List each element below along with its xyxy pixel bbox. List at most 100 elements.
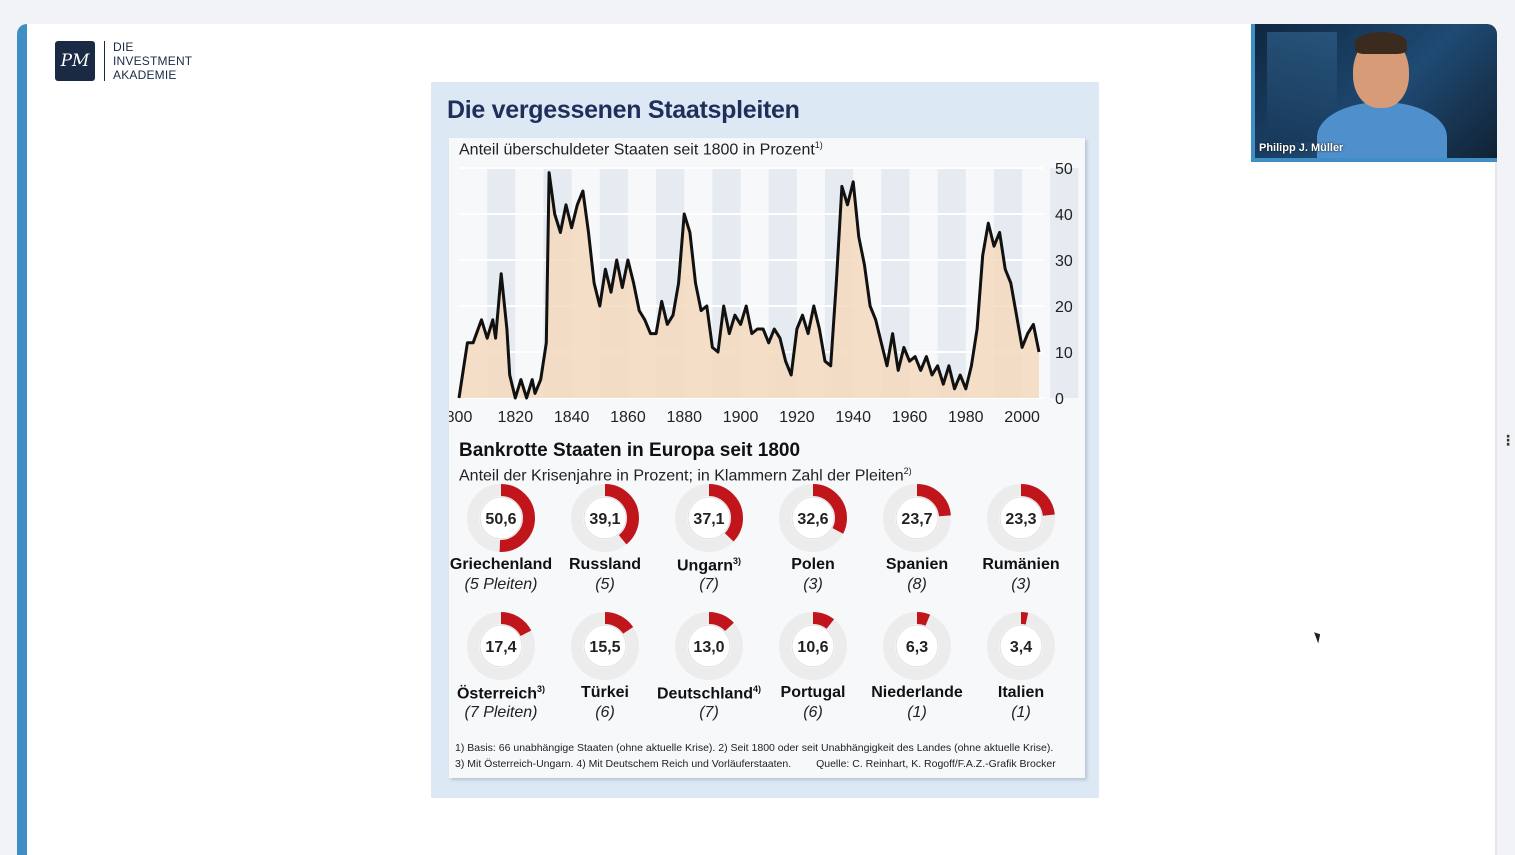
- donut-country-label: Niederlande: [862, 684, 972, 702]
- donut-country-label: Polen: [758, 556, 868, 574]
- donut-hole: [583, 624, 627, 668]
- logo-line: DIE: [113, 40, 134, 54]
- country-name: Rumänien: [982, 556, 1060, 573]
- chart-graphic: Die vergessenen Staatspleiten Anteil übe…: [431, 82, 1099, 798]
- y-tick-label: 30: [1055, 253, 1073, 270]
- brand-logo: PM DIE INVESTMENT AKADEMIE: [55, 40, 192, 82]
- donut-count-label: (6): [803, 704, 823, 721]
- donut-value-label: 37,1: [693, 511, 724, 528]
- donut-slice: [987, 612, 1055, 680]
- donut-chart: 23,3: [987, 484, 1055, 552]
- country-name: Griechenland: [449, 556, 553, 573]
- donut-section-subtitle: Anteil der Krisenjahre in Prozent; in Kl…: [459, 466, 912, 485]
- donut-chart: 10,6: [779, 612, 847, 680]
- source-text: Quelle: C. Reinhart, K. Rogoff/F.A.Z.-Gr…: [816, 758, 1056, 770]
- donut-country-label: Griechenland: [446, 556, 556, 574]
- donut-hole: [479, 496, 523, 540]
- donut-count-label: (7 Pleiten): [464, 704, 538, 721]
- footnote-line-1: 1) Basis: 66 unabhängige Staaten (ohne a…: [455, 742, 1054, 754]
- x-tick-label: 1980: [948, 409, 984, 426]
- donut-chart: 32,6: [779, 484, 847, 552]
- country-name: Russland: [568, 556, 641, 573]
- donut-section-title: Bankrotte Staaten in Europa seit 1800: [459, 440, 801, 461]
- donut-country-label: Österreich3): [446, 684, 556, 703]
- donut-value-label: 32,6: [797, 511, 828, 528]
- donut-value-label: 13,0: [693, 639, 724, 656]
- logo-divider: [104, 41, 105, 81]
- logo-text: DIE INVESTMENT AKADEMIE: [113, 40, 192, 82]
- country-name: Polen: [791, 556, 835, 573]
- donut-count-label: (5 Pleiten): [464, 576, 538, 593]
- donut-hole: [895, 496, 939, 540]
- donut-count-label: (1): [907, 704, 927, 721]
- donut-hole: [479, 624, 523, 668]
- country-name: Spanien: [885, 556, 949, 573]
- footnote-text: 3) Mit Österreich-Ungarn. 4) Mit Deutsch…: [455, 758, 792, 770]
- country-name: Deutschland: [656, 685, 753, 703]
- donut-country-label: Türkei: [550, 684, 660, 702]
- logo-monogram-icon: PM: [55, 41, 95, 81]
- donut-section-subtitle-text: Anteil der Krisenjahre in Prozent; in Kl…: [459, 467, 904, 485]
- donut-chart: 17,4: [467, 612, 535, 680]
- donut-chart: 23,7: [883, 484, 951, 552]
- country-name: Türkei: [580, 684, 629, 701]
- grid-stripe: [1050, 168, 1079, 398]
- country-name: Österreich: [456, 685, 538, 703]
- donut-slice: [571, 484, 639, 552]
- donut-chart: 13,0: [675, 612, 743, 680]
- presenter-hair: [1355, 32, 1407, 54]
- donut-slice: [883, 484, 951, 552]
- slide-border: [1495, 24, 1497, 855]
- logo-line: AKADEMIE: [113, 68, 177, 82]
- donut-hole: [791, 496, 835, 540]
- line-chart-subtitle: Anteil überschuldeter Staaten seit 1800 …: [459, 140, 823, 159]
- logo-line: INVESTMENT: [113, 54, 193, 68]
- series-line: [457, 171, 1041, 400]
- donut-value-label: 15,5: [589, 639, 620, 656]
- footnote-mark: 1): [814, 140, 823, 150]
- donut-slice: [779, 612, 847, 680]
- webcam-tile[interactable]: Philipp J. Müller: [1251, 24, 1497, 162]
- donut-slice: [467, 484, 535, 552]
- donut-hole: [583, 496, 627, 540]
- x-tick-label: 1820: [498, 409, 534, 426]
- donut-count-label: (7): [699, 704, 719, 721]
- x-tick-label: 1940: [835, 409, 871, 426]
- donut-slice: [987, 484, 1055, 552]
- donut-chart: 50,6: [467, 484, 535, 552]
- donut-hole: [895, 624, 939, 668]
- donut-count-label: (7): [699, 576, 719, 593]
- donut-chart: 39,1: [571, 484, 639, 552]
- donut-count-label: (3): [803, 576, 823, 593]
- x-tick-label: 1840: [554, 409, 590, 426]
- y-tick-label: 20: [1055, 299, 1073, 316]
- donut-value-label: 10,6: [797, 639, 828, 656]
- donut-value-label: 17,4: [485, 639, 516, 656]
- donut-hole: [687, 624, 731, 668]
- donut-country-label: Ungarn3): [654, 556, 764, 575]
- donut-slice: [675, 484, 743, 552]
- donut-country-label: Spanien: [862, 556, 972, 574]
- donut-count-label: (1): [1011, 704, 1031, 721]
- donut-value-label: 6,3: [906, 639, 928, 656]
- x-tick-label: 1860: [610, 409, 646, 426]
- chart-title: Die vergessenen Staatspleiten: [447, 96, 800, 124]
- y-tick-label: 40: [1055, 207, 1073, 224]
- line-chart: 50 40 30 20 10 0 800 1820 1840 1860 1880 1900 1920 19…: [449, 161, 1079, 426]
- donut-slice: [467, 612, 535, 680]
- x-tick-label: 800: [449, 409, 472, 426]
- donut-country-label: Russland: [550, 556, 660, 574]
- donut-value-label: 23,7: [901, 511, 932, 528]
- donut-chart: 15,5: [571, 612, 639, 680]
- country-name: Niederlande: [871, 684, 963, 701]
- donut-chart: 3,4: [987, 612, 1055, 680]
- donut-hole: [999, 496, 1043, 540]
- country-name: Portugal: [780, 684, 846, 701]
- series-area: [459, 172, 1039, 398]
- x-tick-label: 1880: [666, 409, 702, 426]
- donut-count-label: (5): [595, 576, 615, 593]
- more-options-icon[interactable]: ⋮: [1501, 432, 1515, 448]
- donut-count-label: (3): [1011, 576, 1031, 593]
- country-name: Ungarn: [676, 557, 733, 575]
- donut-slice: [675, 612, 743, 680]
